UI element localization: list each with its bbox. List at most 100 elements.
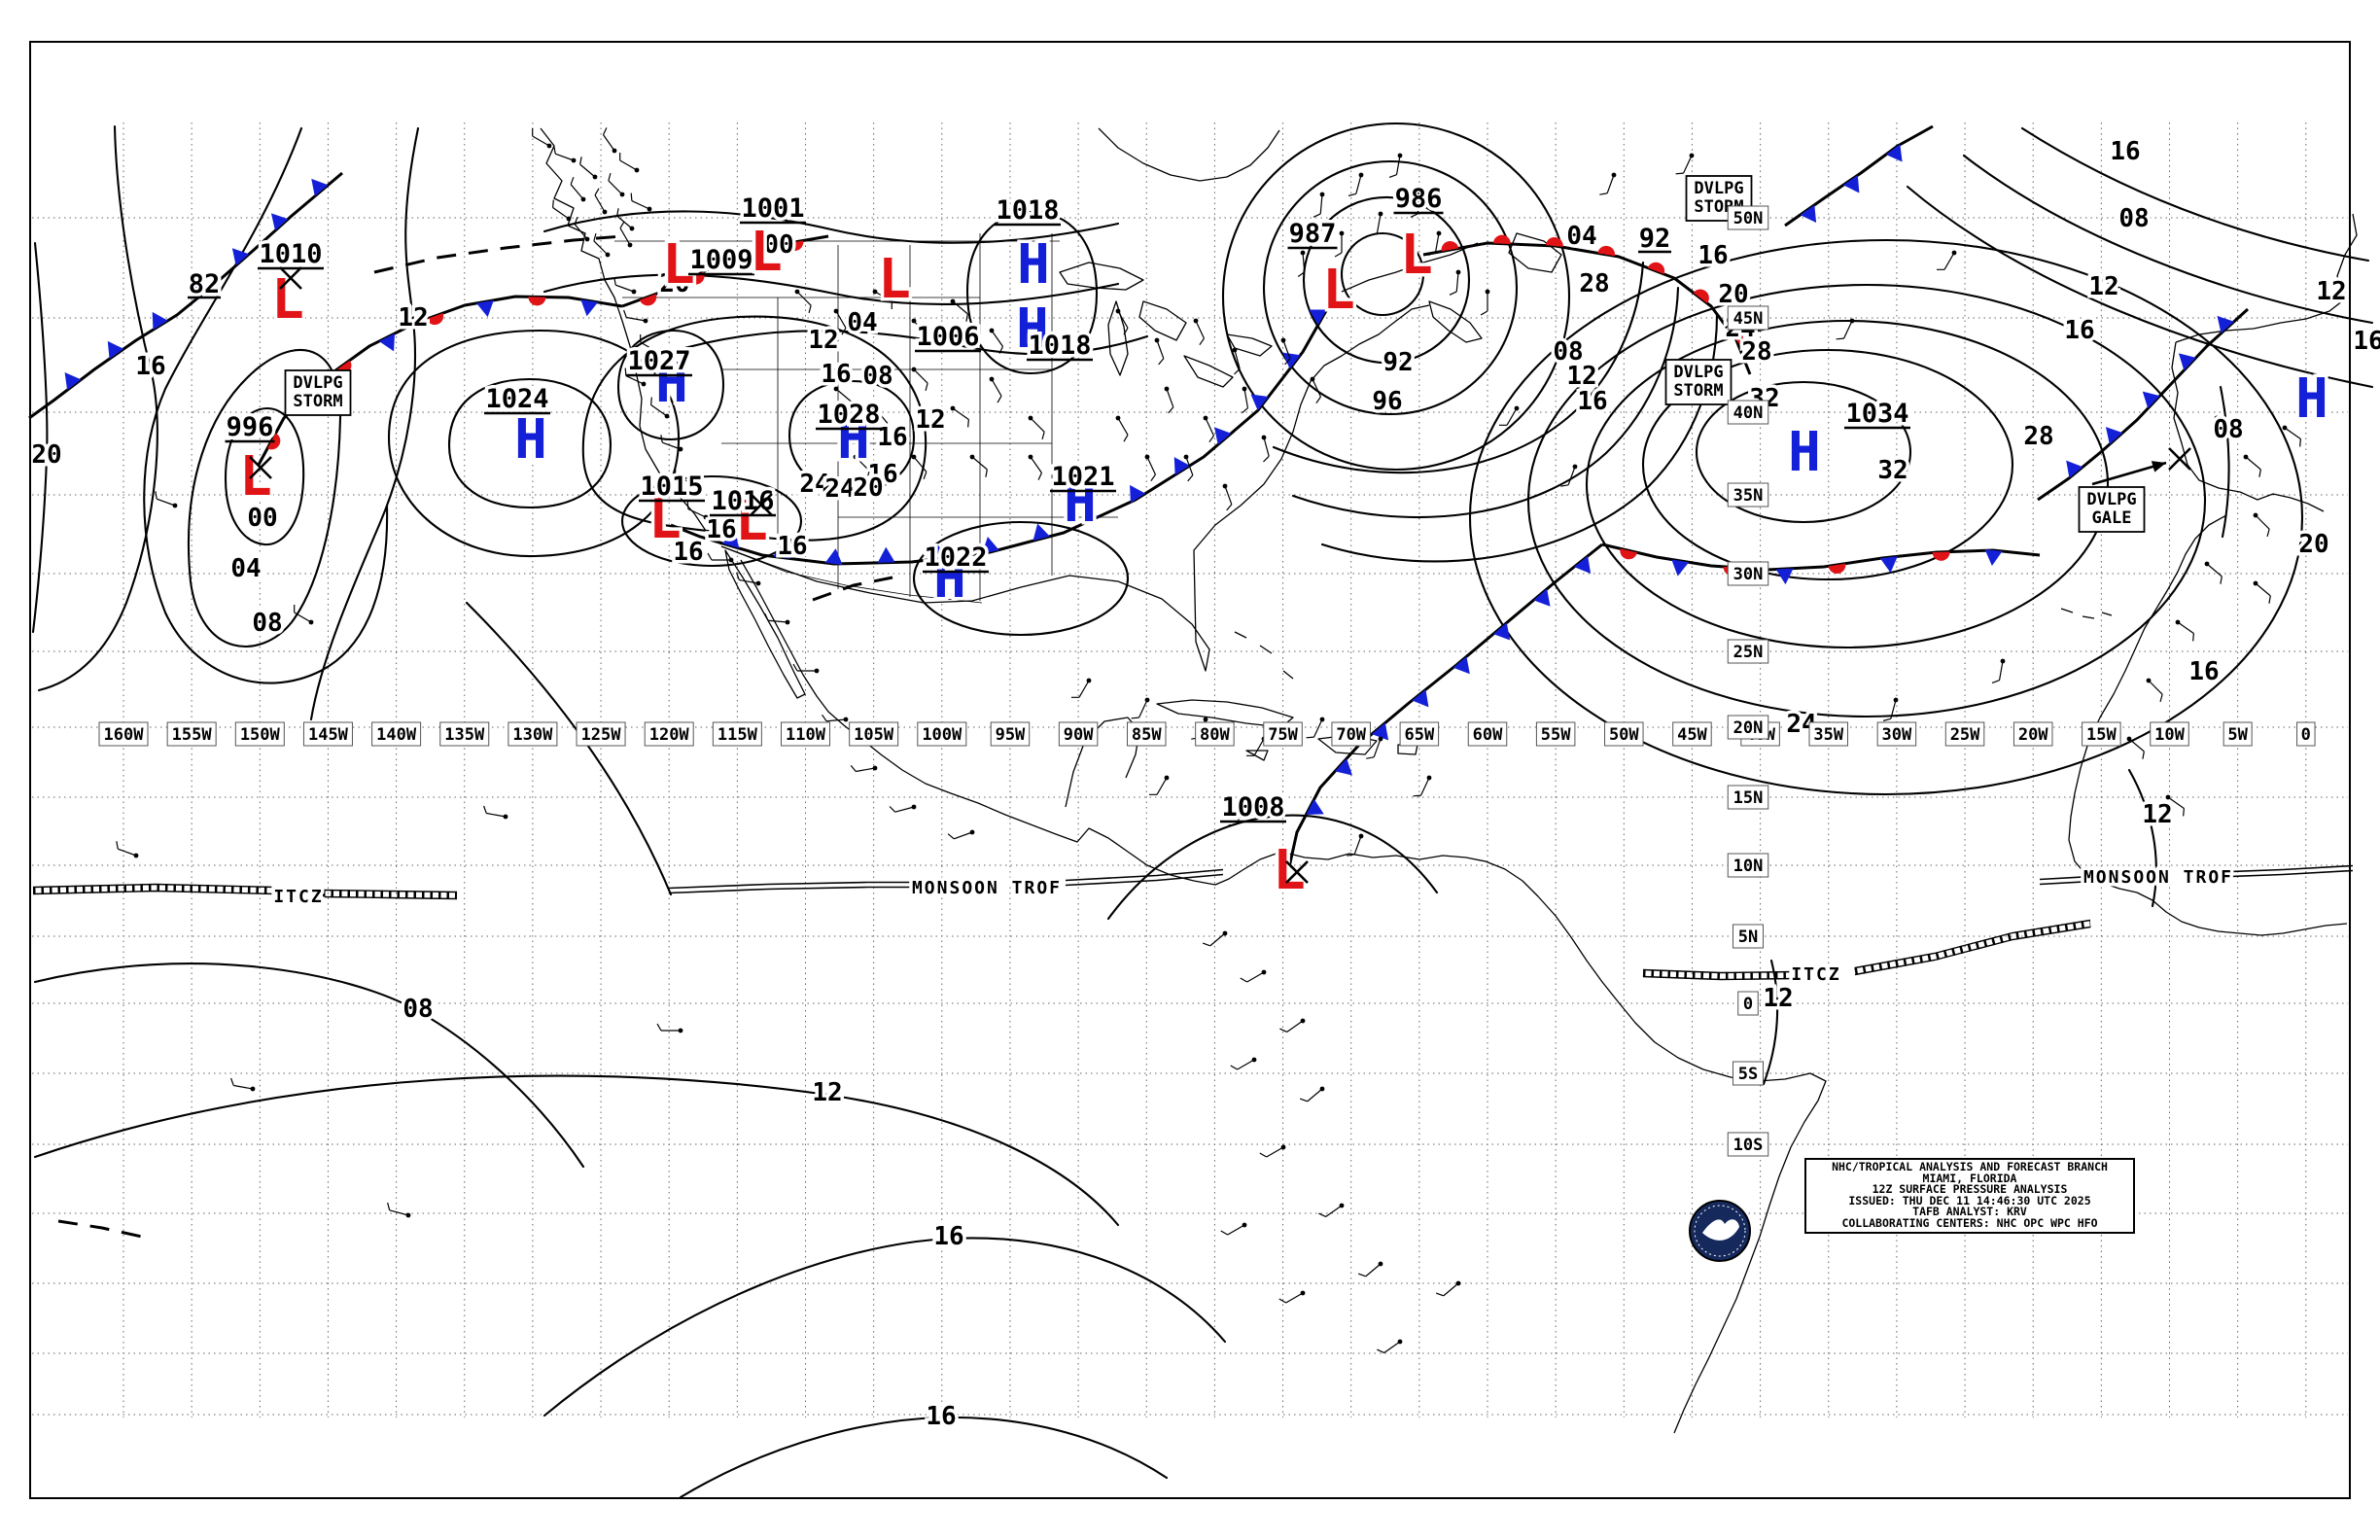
wind-barb	[1185, 456, 1194, 475]
warm-front-semicircle	[426, 313, 444, 326]
itcz-band-edge	[32, 890, 277, 895]
wind-barb	[894, 806, 915, 813]
station-plot	[2282, 425, 2301, 447]
wind-barb	[1373, 738, 1382, 757]
wind-barb-tick	[155, 491, 158, 500]
isobar	[33, 962, 585, 1169]
wind-barb-tick	[623, 309, 627, 318]
station-plot	[1348, 172, 1364, 196]
station-plot	[1310, 376, 1321, 404]
longitude-label: 0	[2296, 721, 2316, 747]
station-plot	[2175, 619, 2194, 642]
latitude-label-text: 30N	[1733, 565, 1764, 584]
wind-barb-tick	[2220, 576, 2222, 584]
longitude-label-text: 115W	[718, 725, 758, 745]
coastline	[1226, 333, 1273, 357]
wind-barb-tick	[947, 833, 955, 840]
isobar	[542, 273, 1120, 305]
wind-barb	[1237, 1059, 1255, 1070]
wind-barb	[1943, 252, 1955, 270]
station-plot	[579, 157, 598, 180]
isobar-label: 04	[1566, 222, 1596, 251]
wind-barb-tick	[1318, 1212, 1326, 1218]
low-center-value: 986	[1395, 184, 1443, 214]
graticule	[32, 122, 2348, 1418]
wind-barb	[1138, 699, 1148, 718]
wind-barb	[971, 456, 988, 471]
high-center-value: 1018	[1028, 331, 1091, 361]
longitude-label: 145W	[302, 721, 353, 747]
x-marker	[750, 493, 773, 516]
monsoon-trof-line	[2039, 879, 2111, 886]
low-center-letter: L	[878, 248, 911, 311]
wind-barb-tick	[650, 397, 652, 405]
isobar	[965, 210, 1099, 375]
longitude-label-box	[2222, 721, 2253, 747]
isobar-label: 16	[673, 538, 703, 567]
wind-barb	[1156, 777, 1168, 795]
wind-barb-tick	[998, 346, 1004, 354]
longitude-label-box	[781, 721, 830, 747]
wind-barb-tick	[608, 172, 612, 182]
high-center-letter: H	[1017, 233, 1050, 297]
wind-barb-tick	[1263, 455, 1270, 463]
wind-barb-tick	[841, 328, 847, 335]
annotation-box-text: STORM	[1673, 381, 1723, 401]
isobar	[187, 348, 342, 648]
wind-barb-tick	[1284, 358, 1291, 366]
station-plot	[1259, 1144, 1286, 1158]
station-plot	[1449, 269, 1461, 296]
wind-barb	[2255, 514, 2270, 530]
cold-front-triangle	[152, 311, 168, 331]
station-plot	[989, 328, 1004, 354]
latitude-label: 15N	[1727, 785, 1769, 810]
cold-front	[2037, 307, 2250, 502]
isobar-label: 16	[933, 1222, 963, 1251]
monsoon-trof-line	[1065, 868, 1224, 882]
low-center-letter: L	[271, 268, 304, 332]
wind-barb	[1209, 932, 1226, 947]
longitude-label: 5W	[2222, 721, 2253, 747]
station-plot	[650, 397, 670, 419]
wind-barb-tick	[1041, 431, 1045, 440]
station-plot	[1366, 736, 1383, 759]
latitude-label-text: 15N	[1733, 788, 1764, 808]
wind-barb	[991, 330, 1003, 347]
station-plot	[1297, 250, 1306, 277]
longitude-label: 160W	[98, 721, 149, 747]
station-plot	[969, 454, 988, 477]
cold-front-triangle	[2105, 427, 2123, 445]
latitude-label-text: 40N	[1733, 403, 1764, 423]
longitude-label-box	[1535, 721, 1576, 747]
isobar	[33, 1074, 1120, 1227]
station-plot	[707, 552, 734, 563]
warm-front-semicircle	[1545, 236, 1563, 247]
wind-barb-tick	[764, 612, 769, 621]
station-plot	[1115, 308, 1129, 335]
cold-front-triangle	[1574, 555, 1592, 574]
station-plot	[833, 308, 847, 335]
isobar	[1272, 261, 1645, 474]
longitude-label-text: 15W	[2086, 725, 2117, 745]
longitude-label-box	[1058, 721, 1099, 747]
isobar-label: 16	[777, 532, 807, 561]
longitude-label-box	[1127, 721, 1167, 747]
station-plot	[2253, 580, 2271, 604]
wind-barb	[626, 316, 647, 322]
wind-barb-tick	[1599, 192, 1608, 195]
warm-front-semicircle	[1693, 289, 1709, 303]
longitude-label: 85W	[1127, 721, 1167, 747]
wind-barb	[616, 215, 633, 229]
station-plot	[1306, 717, 1325, 739]
cold-front-triangle	[64, 372, 82, 391]
isobar-label: 16	[877, 423, 907, 452]
wind-barb	[1286, 1020, 1304, 1032]
position-markers	[249, 266, 2191, 884]
latitude-label: 25N	[1727, 639, 1769, 664]
latitude-label-text: 0	[1743, 995, 1753, 1014]
wind-barb-tick	[1279, 1028, 1287, 1033]
isobar	[1962, 154, 2374, 325]
